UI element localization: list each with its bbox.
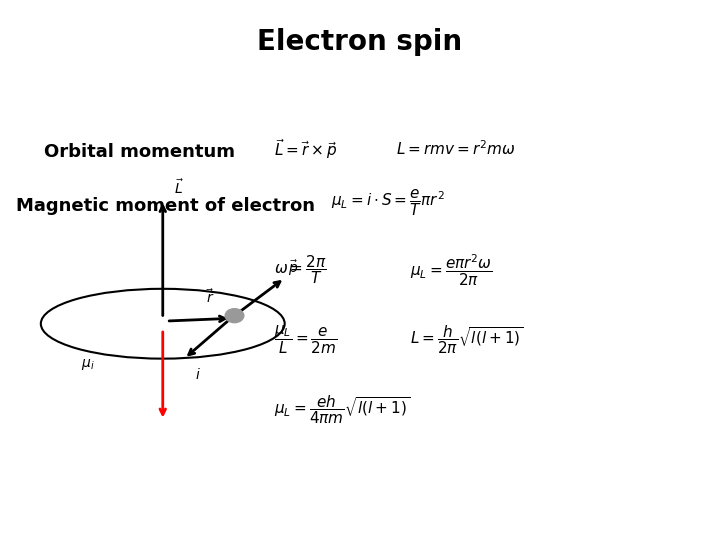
Text: $\mu_L = i \cdot S = \dfrac{e}{T}\pi r^2$: $\mu_L = i \cdot S = \dfrac{e}{T}\pi r^2…: [331, 188, 445, 218]
Text: Electron spin: Electron spin: [258, 28, 462, 56]
Text: $\vec{p}$: $\vec{p}$: [288, 259, 299, 278]
Text: $\omega = \dfrac{2\pi}{T}$: $\omega = \dfrac{2\pi}{T}$: [274, 254, 326, 286]
Text: $\mu_L = \dfrac{eh}{4\pi m}\sqrt{l(l+1)}$: $\mu_L = \dfrac{eh}{4\pi m}\sqrt{l(l+1)}…: [274, 393, 410, 426]
Text: $i$: $i$: [195, 367, 201, 382]
Text: Orbital momentum: Orbital momentum: [45, 143, 235, 161]
Text: $\vec{L}$: $\vec{L}$: [174, 179, 184, 198]
Text: $\vec{L} = \vec{r} \times \vec{p}$: $\vec{L} = \vec{r} \times \vec{p}$: [274, 137, 338, 161]
Text: $L = rmv = r^2 m\omega$: $L = rmv = r^2 m\omega$: [396, 140, 516, 158]
Text: Magnetic moment of electron: Magnetic moment of electron: [16, 197, 315, 214]
Text: $\dfrac{\mu_L}{L} = \dfrac{e}{2m}$: $\dfrac{\mu_L}{L} = \dfrac{e}{2m}$: [274, 323, 337, 356]
Text: $\vec{r}$: $\vec{r}$: [206, 289, 215, 306]
Circle shape: [225, 309, 244, 322]
Text: $L = \dfrac{h}{2\pi}\sqrt{l(l+1)}$: $L = \dfrac{h}{2\pi}\sqrt{l(l+1)}$: [410, 323, 523, 356]
Text: $\mu_i$: $\mu_i$: [81, 356, 94, 372]
Text: $\mu_L = \dfrac{e\pi r^2 \omega}{2\pi}$: $\mu_L = \dfrac{e\pi r^2 \omega}{2\pi}$: [410, 252, 493, 288]
